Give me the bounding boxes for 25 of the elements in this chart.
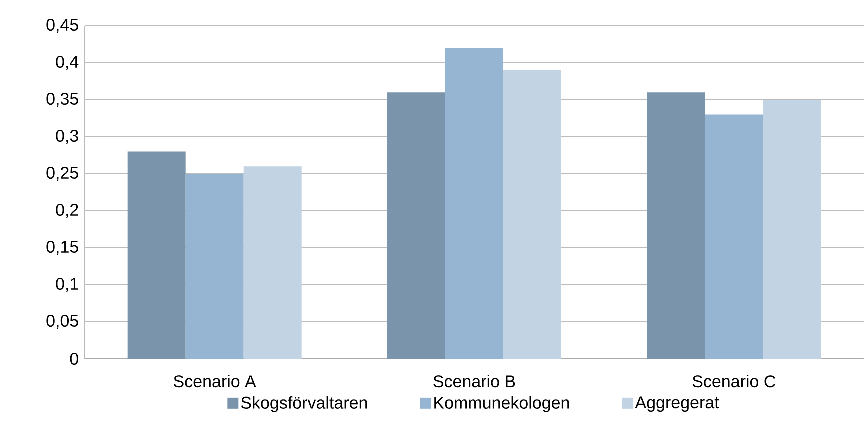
y-tick-label: 0,45	[46, 18, 78, 34]
y-tick-label: 0,15	[46, 240, 78, 256]
y-tick-label: 0,1	[56, 278, 78, 292]
y-tick-label: 0	[70, 352, 78, 366]
y-tick-label: 0,2	[56, 204, 78, 218]
bar	[186, 174, 244, 359]
legend-label: Aggregerat	[635, 396, 720, 412]
bar	[446, 48, 504, 359]
bar	[128, 152, 186, 359]
bar	[763, 100, 822, 359]
x-tick-label: Scenario A	[174, 375, 256, 388]
x-tick-label: Scenario B	[434, 375, 516, 388]
bar	[705, 114, 764, 359]
legend-label: Kommunekologen	[434, 396, 570, 412]
y-tick-label: 0,4	[56, 56, 79, 70]
y-tick-label: 0,25	[46, 166, 78, 182]
y-tick-label: 0,3	[56, 130, 78, 144]
bar	[388, 92, 446, 359]
bar	[647, 92, 706, 359]
bar	[244, 166, 302, 359]
legend-label: Skogsförvaltaren	[241, 396, 368, 412]
y-tick-label: 0,35	[46, 92, 78, 108]
bar	[504, 70, 562, 359]
y-tick-label: 0,05	[46, 314, 78, 330]
x-tick-label: Scenario C	[692, 375, 776, 388]
